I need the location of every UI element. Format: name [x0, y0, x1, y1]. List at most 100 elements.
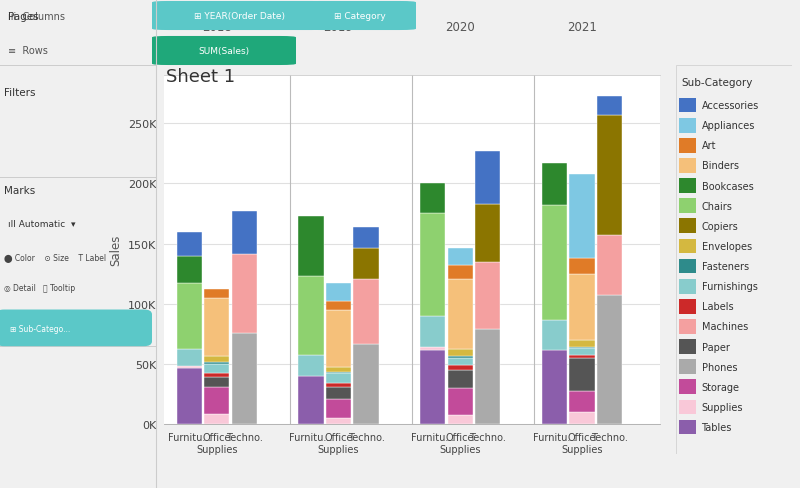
Bar: [232, 333, 257, 425]
Bar: [570, 274, 594, 340]
Text: 2020: 2020: [446, 487, 475, 488]
Bar: [679, 219, 696, 234]
Bar: [597, 115, 622, 236]
Bar: [570, 259, 594, 274]
Text: ⬤ Color    ⊙ Size    T Label: ⬤ Color ⊙ Size T Label: [4, 254, 106, 263]
Bar: [679, 259, 696, 274]
Text: Storage: Storage: [702, 382, 739, 392]
Bar: [326, 372, 351, 373]
Bar: [570, 174, 594, 259]
Text: 2021: 2021: [567, 487, 597, 488]
Text: Paper: Paper: [702, 342, 730, 352]
FancyBboxPatch shape: [152, 37, 296, 66]
Text: Marks: Marks: [4, 185, 35, 195]
Bar: [420, 350, 446, 425]
Bar: [679, 340, 696, 354]
Bar: [475, 329, 501, 425]
Bar: [326, 283, 351, 301]
Bar: [447, 357, 473, 358]
Bar: [679, 179, 696, 194]
Bar: [204, 373, 230, 377]
Bar: [679, 360, 696, 374]
Bar: [177, 349, 202, 366]
Bar: [447, 388, 473, 415]
Bar: [570, 347, 594, 349]
Bar: [326, 373, 351, 383]
FancyBboxPatch shape: [304, 2, 416, 31]
Text: ⊞ YEAR(Order Date): ⊞ YEAR(Order Date): [194, 12, 286, 21]
Text: Filters: Filters: [4, 88, 35, 98]
Text: ıll Automatic  ▾: ıll Automatic ▾: [8, 220, 75, 228]
Text: Binders: Binders: [702, 161, 738, 171]
Y-axis label: Sales: Sales: [110, 234, 122, 266]
Bar: [354, 279, 378, 344]
Bar: [204, 362, 230, 364]
Bar: [447, 349, 473, 357]
Text: Bookcases: Bookcases: [702, 181, 754, 191]
Bar: [298, 376, 323, 425]
Bar: [542, 320, 567, 350]
Bar: [326, 419, 351, 425]
Bar: [354, 249, 378, 279]
Bar: [420, 347, 446, 350]
Bar: [177, 366, 202, 368]
Text: Supplies: Supplies: [702, 402, 743, 412]
Bar: [475, 262, 501, 329]
Bar: [177, 233, 202, 257]
Text: ⊞ Sub-Catego...: ⊞ Sub-Catego...: [10, 324, 70, 333]
Bar: [298, 355, 323, 376]
Bar: [679, 279, 696, 294]
Bar: [597, 97, 622, 115]
Bar: [204, 377, 230, 387]
Bar: [326, 399, 351, 419]
Text: Labels: Labels: [702, 302, 733, 312]
Bar: [570, 340, 594, 347]
Text: Art: Art: [702, 141, 716, 151]
Bar: [354, 227, 378, 249]
Text: 2021: 2021: [567, 21, 597, 34]
Bar: [475, 204, 501, 262]
Text: 2019: 2019: [323, 487, 354, 488]
Bar: [204, 299, 230, 357]
Bar: [679, 400, 696, 414]
Bar: [597, 296, 622, 425]
Text: Sub-Category: Sub-Category: [682, 78, 753, 87]
Text: Pages: Pages: [8, 12, 38, 22]
Text: ⊞ Category: ⊞ Category: [334, 12, 386, 21]
Bar: [204, 357, 230, 362]
Text: Machines: Machines: [702, 322, 748, 332]
Bar: [447, 370, 473, 388]
Text: Chairs: Chairs: [702, 201, 732, 211]
Bar: [679, 319, 696, 334]
Text: 2020: 2020: [446, 21, 475, 34]
Bar: [177, 368, 202, 425]
Bar: [679, 380, 696, 394]
Bar: [232, 212, 257, 255]
Bar: [232, 255, 257, 333]
Text: Phones: Phones: [702, 362, 737, 372]
Bar: [177, 283, 202, 349]
Bar: [204, 364, 230, 373]
Text: 2018: 2018: [202, 487, 232, 488]
Text: ◎ Detail   ⬜ Tooltip: ◎ Detail ⬜ Tooltip: [4, 283, 75, 292]
Bar: [679, 139, 696, 153]
Bar: [204, 387, 230, 414]
Bar: [326, 311, 351, 367]
Text: Accessories: Accessories: [702, 101, 758, 111]
Bar: [570, 358, 594, 391]
Text: Furnishings: Furnishings: [702, 282, 758, 291]
Bar: [679, 299, 696, 314]
Text: Appliances: Appliances: [702, 121, 755, 131]
Bar: [326, 301, 351, 311]
Bar: [679, 199, 696, 214]
Text: Tables: Tables: [702, 422, 732, 432]
Bar: [447, 248, 473, 265]
Bar: [570, 412, 594, 425]
Bar: [475, 151, 501, 204]
Bar: [679, 420, 696, 434]
Bar: [679, 119, 696, 133]
Bar: [420, 214, 446, 316]
Bar: [570, 355, 594, 358]
Bar: [420, 184, 446, 214]
Bar: [326, 387, 351, 399]
